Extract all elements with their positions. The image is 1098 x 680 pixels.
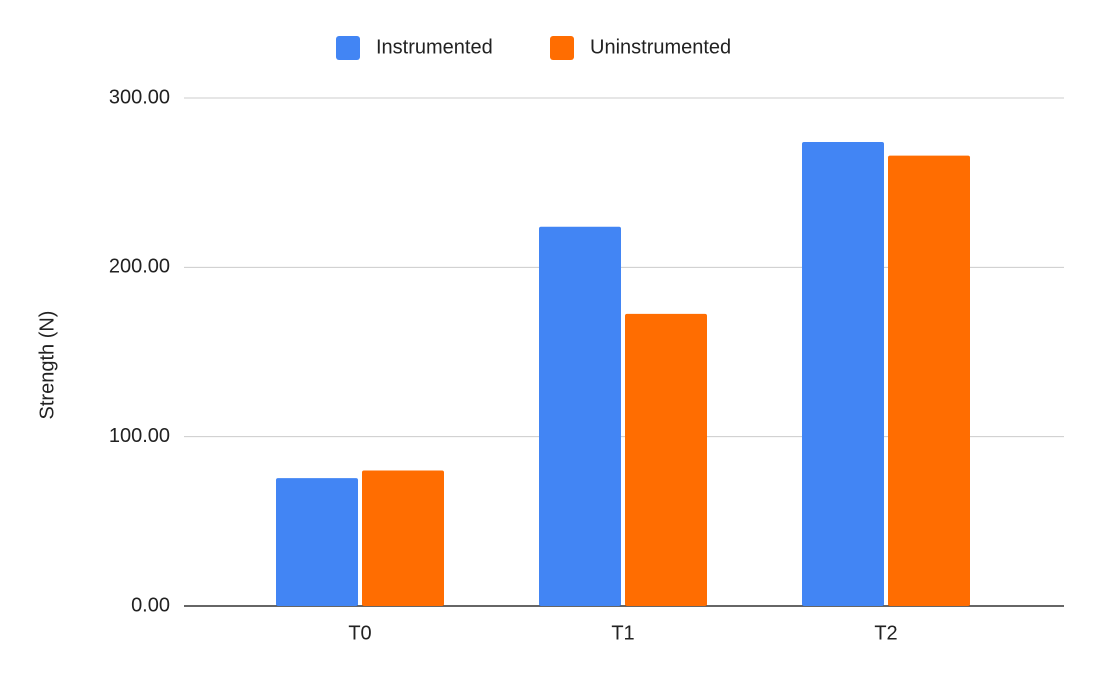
bar [539, 226, 621, 606]
y-tick-label: 300.00 [109, 86, 170, 108]
y-tick-label: 200.00 [109, 256, 170, 278]
y-tick-label: 0.00 [131, 594, 170, 616]
bar [362, 470, 444, 606]
y-axis-label: Strength (N) [36, 311, 58, 420]
x-tick-label: T0 [348, 622, 371, 644]
bar [276, 478, 358, 606]
bar [802, 142, 884, 606]
bar [625, 313, 707, 606]
y-tick-label: 100.00 [109, 425, 170, 447]
legend-swatch [336, 36, 360, 60]
x-tick-label: T2 [874, 622, 897, 644]
legend-label: Uninstrumented [590, 36, 731, 58]
x-tick-label: T1 [611, 622, 634, 644]
legend-label: Instrumented [376, 36, 493, 58]
legend-swatch [550, 36, 574, 60]
bar [888, 155, 970, 606]
